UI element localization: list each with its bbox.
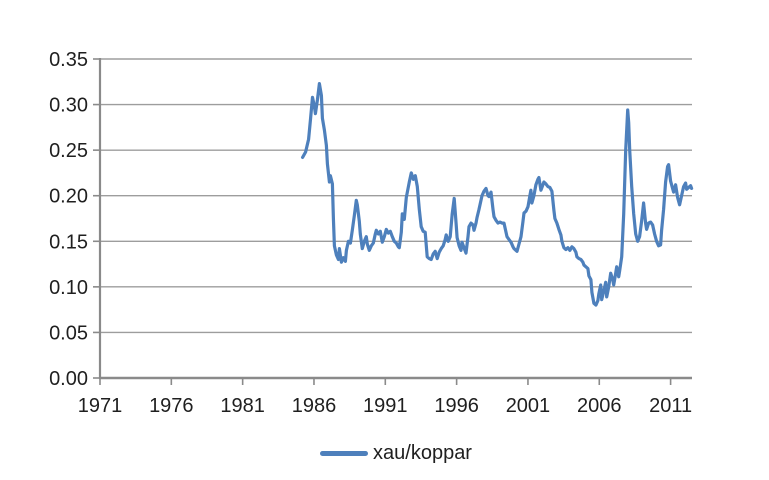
y-tick-label: 0.00 (49, 368, 88, 390)
x-tick-label: 1986 (292, 395, 337, 417)
legend-label: xau/koppar (373, 442, 472, 464)
x-tick-label: 1991 (363, 395, 408, 417)
legend: xau/koppar (100, 440, 692, 466)
y-tick-label: 0.05 (49, 322, 88, 344)
legend-line-swatch (320, 450, 369, 456)
x-tick-label: 1981 (220, 395, 265, 417)
y-tick-label: 0.25 (49, 140, 88, 162)
x-tick-label: 1996 (434, 395, 479, 417)
y-tick-label: 0.10 (49, 277, 88, 299)
series-line-xau-koppar (301, 81, 694, 307)
y-tick-label: 0.20 (49, 186, 88, 208)
y-tick-label: 0.35 (49, 49, 88, 71)
x-tick-label: 2006 (577, 395, 622, 417)
x-tick-label: 2001 (506, 395, 551, 417)
y-tick-label: 0.30 (49, 95, 88, 117)
y-tick-label: 0.15 (49, 231, 88, 253)
x-tick-label: 1971 (78, 395, 123, 417)
x-tick-label: 2011 (649, 395, 692, 417)
x-tick-label: 1976 (149, 395, 194, 417)
